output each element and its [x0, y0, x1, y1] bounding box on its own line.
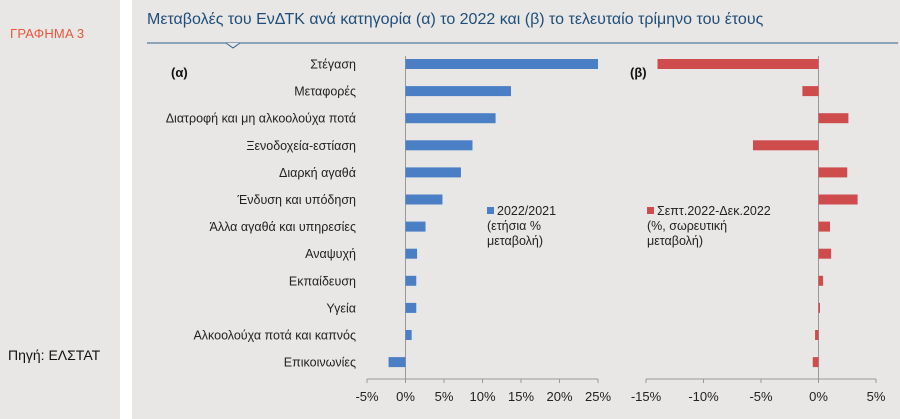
- xtick-label-0-0: -5%: [355, 389, 379, 404]
- xtick-label-1-0: -15%: [631, 389, 662, 404]
- category-label-3: Ξενοδοχεία-εστίαση: [246, 139, 356, 153]
- bar-0-7: [405, 248, 418, 259]
- legend-text-0-2: μεταβολή): [487, 234, 543, 248]
- xtick-label-1-2: -5%: [749, 389, 773, 404]
- bar-1-11: [812, 357, 819, 368]
- legend-text-1-2: μεταβολή): [647, 234, 703, 248]
- xtick-label-0-2: 5%: [435, 389, 454, 404]
- bar-0-0: [405, 59, 598, 69]
- category-label-0: Στέγαση: [310, 58, 356, 72]
- legend-text-0-0: 2022/2021: [497, 204, 556, 218]
- bar-0-5: [405, 194, 443, 205]
- bar-0-4: [405, 167, 461, 178]
- bar-1-6: [818, 221, 830, 232]
- xtick-label-1-4: 5%: [867, 389, 886, 404]
- category-label-7: Αναψυχή: [305, 247, 356, 261]
- category-label-5: Ένδυση και υπόδηση: [236, 193, 356, 207]
- left-panel: ΓΡΑΦΗΜΑ 3 Πηγή: ΕΛΣΤΑΤ: [0, 0, 120, 419]
- category-label-1: Μεταφορές: [294, 85, 356, 99]
- bar-1-9: [818, 302, 820, 313]
- bar-0-8: [405, 275, 417, 286]
- xtick-label-1-1: -10%: [688, 389, 719, 404]
- chart-title: Μεταβολές του ΕνΔΤΚ ανά κατηγορία (α) το…: [147, 11, 764, 28]
- bar-0-6: [405, 221, 426, 232]
- bar-0-3: [405, 140, 473, 151]
- legend-swatch-1: [647, 207, 654, 214]
- xtick-label-0-3: 10%: [469, 389, 495, 404]
- bar-1-3: [752, 140, 819, 151]
- bar-1-7: [818, 248, 832, 259]
- category-label-4: Διαρκή αγαθά: [279, 166, 356, 180]
- xtick-label-0-5: 20%: [546, 389, 572, 404]
- chart-panel: [132, 0, 900, 419]
- bar-1-2: [818, 113, 849, 124]
- legend-text-1-0: Σεπτ.2022-Δεκ.2022: [657, 204, 771, 218]
- bar-1-5: [818, 194, 858, 205]
- xtick-label-0-4: 15%: [508, 389, 534, 404]
- category-label-11: Επικοινωνίες: [284, 356, 356, 370]
- category-label-10: Αλκοολούχα ποτά και καπνός: [193, 329, 356, 343]
- bar-0-9: [405, 302, 417, 313]
- bar-1-1: [802, 86, 819, 97]
- xtick-label-0-6: 25%: [585, 389, 611, 404]
- category-label-9: Υγεία: [326, 301, 356, 315]
- graph-label: ΓΡΑΦΗΜΑ 3: [10, 26, 85, 41]
- xtick-label-1-3: 0%: [809, 389, 828, 404]
- bar-0-11: [388, 357, 406, 368]
- xtick-label-0-1: 0%: [396, 389, 415, 404]
- legend-swatch-0: [487, 207, 494, 214]
- legend-text-0-1: (ετήσια %: [487, 219, 541, 233]
- category-label-6: Άλλα αγαθά και υπηρεσίες: [210, 220, 356, 234]
- bar-0-1: [405, 86, 511, 97]
- bar-0-2: [405, 113, 496, 124]
- panel-label-0: (α): [171, 65, 188, 80]
- panel-gap: [120, 0, 132, 419]
- bar-1-10: [815, 330, 819, 340]
- panel-label-1: (β): [630, 65, 647, 80]
- source-note: Πηγή: ΕΛΣΤΑΤ: [8, 347, 101, 363]
- bar-0-10: [405, 330, 412, 340]
- legend-text-1-1: (%, σωρευτική: [647, 219, 727, 233]
- category-label-8: Εκπαίδευση: [289, 274, 356, 288]
- title-pointer: [225, 42, 241, 49]
- bar-1-0: [657, 59, 819, 69]
- category-label-2: Διατροφή και μη αλκοολούχα ποτά: [166, 112, 356, 126]
- bar-1-4: [818, 167, 848, 178]
- bar-1-8: [818, 275, 824, 286]
